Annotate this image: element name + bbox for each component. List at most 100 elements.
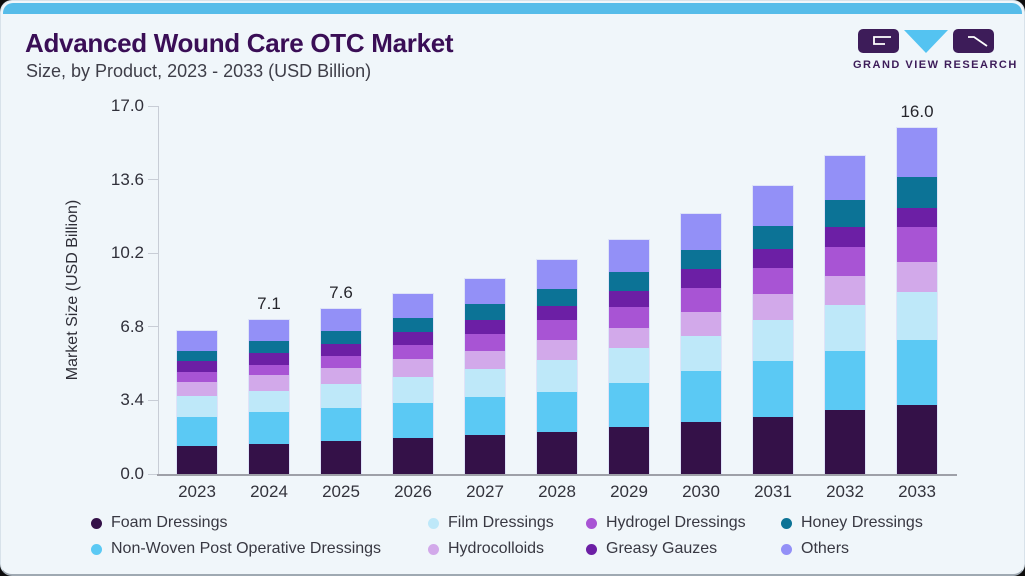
x-tick-label: 2032 bbox=[826, 482, 864, 501]
bar-segment bbox=[465, 320, 505, 335]
bar-segment bbox=[753, 186, 793, 227]
bar-segment bbox=[753, 294, 793, 321]
bar-segment bbox=[177, 350, 217, 362]
x-tick-label: 2033 bbox=[898, 482, 936, 501]
x-tick-label: 2029 bbox=[610, 482, 648, 501]
legend-item: Foam Dressings bbox=[91, 512, 227, 534]
logo-g-block-icon bbox=[858, 29, 899, 53]
bar-stack bbox=[680, 213, 722, 475]
y-tick-label: 13.6 bbox=[110, 169, 144, 189]
bar-segment bbox=[537, 391, 577, 432]
bar-segment bbox=[393, 376, 433, 403]
bar-segment bbox=[753, 268, 793, 295]
bar-segment bbox=[321, 367, 361, 385]
bar-segment bbox=[681, 371, 721, 422]
y-axis-title: Market Size (USD Billion) bbox=[64, 199, 81, 381]
bar-total-label: 7.1 bbox=[257, 294, 281, 314]
bar-segment bbox=[825, 305, 865, 351]
legend-label: Others bbox=[801, 540, 850, 557]
legend-dot-icon bbox=[91, 517, 102, 529]
brand-logo: GRAND VIEW RESEARCH bbox=[853, 29, 1018, 71]
legend-dot-icon bbox=[781, 543, 792, 555]
bar-segment bbox=[609, 307, 649, 328]
x-tick-label: 2028 bbox=[538, 482, 576, 501]
bar-stack bbox=[896, 126, 938, 475]
y-axis-line bbox=[158, 106, 159, 474]
bar-segment bbox=[897, 292, 937, 340]
bar-segment bbox=[609, 348, 649, 384]
bar-segment bbox=[393, 402, 433, 439]
x-tick-label: 2026 bbox=[394, 482, 432, 501]
legend-label: Greasy Gauzes bbox=[606, 540, 718, 557]
bar-stack bbox=[824, 154, 866, 475]
legend-dot-icon bbox=[428, 543, 439, 555]
bar-segment bbox=[249, 375, 289, 391]
bar-segment bbox=[465, 304, 505, 321]
bar-segment bbox=[681, 421, 721, 474]
x-tick-label: 2025 bbox=[322, 482, 360, 501]
y-tick bbox=[148, 105, 158, 107]
bar-segment bbox=[537, 320, 577, 340]
bar-segment bbox=[177, 381, 217, 397]
bar-segment bbox=[753, 320, 793, 362]
bar-segment bbox=[681, 287, 721, 312]
legend-label: Foam Dressings bbox=[111, 514, 228, 531]
bar-stack bbox=[320, 308, 362, 475]
bar-total-label: 7.6 bbox=[329, 283, 353, 303]
bar-segment bbox=[393, 345, 433, 360]
bar-segment bbox=[177, 361, 217, 373]
top-accent-bar bbox=[3, 3, 1022, 14]
bar-segment bbox=[249, 390, 289, 413]
legend-item: Honey Dressings bbox=[781, 512, 923, 534]
bar-segment bbox=[393, 332, 433, 346]
bar-segment bbox=[825, 200, 865, 228]
bar-segment bbox=[897, 339, 937, 405]
bar-segment bbox=[393, 359, 433, 377]
bar-segment bbox=[897, 261, 937, 293]
y-tick-label: 10.2 bbox=[110, 243, 144, 263]
bar-segment bbox=[321, 384, 361, 408]
legend-label: Hydrocolloids bbox=[448, 540, 545, 557]
bar-segment bbox=[609, 383, 649, 428]
bar-segment bbox=[177, 416, 217, 446]
bar-segment bbox=[321, 344, 361, 356]
x-tick-label: 2027 bbox=[466, 482, 504, 501]
bar-segment bbox=[465, 279, 505, 305]
bar-segment bbox=[393, 438, 433, 474]
x-tick-label: 2023 bbox=[178, 482, 216, 501]
y-tick-label: 17.0 bbox=[110, 96, 144, 115]
legend-dot-icon bbox=[428, 517, 439, 529]
bar-segment bbox=[177, 372, 217, 382]
bar-segment bbox=[609, 327, 649, 349]
bar-segment bbox=[321, 441, 361, 474]
bar-segment bbox=[609, 427, 649, 474]
bar-segment bbox=[249, 412, 289, 444]
bar-segment bbox=[177, 396, 217, 417]
x-tick-label: 2031 bbox=[754, 482, 792, 501]
bar-segment bbox=[249, 352, 289, 365]
bar-segment bbox=[753, 226, 793, 249]
y-tick-label: 0.0 bbox=[120, 464, 144, 483]
y-tick bbox=[148, 399, 158, 401]
bar-segment bbox=[897, 227, 937, 262]
bar-segment bbox=[681, 249, 721, 270]
page-subtitle: Size, by Product, 2023 - 2033 (USD Billi… bbox=[26, 61, 372, 81]
page-title: Advanced Wound Care OTC Market bbox=[25, 28, 454, 58]
logo-marks bbox=[853, 29, 999, 53]
bar-stack bbox=[176, 330, 218, 475]
bar-segment bbox=[321, 407, 361, 442]
bar-segment bbox=[753, 416, 793, 474]
bar-segment bbox=[825, 410, 865, 474]
legend-dot-icon bbox=[781, 517, 792, 529]
bar-stack bbox=[536, 258, 578, 475]
x-tick-label: 2024 bbox=[250, 482, 288, 501]
legend-label: Non-Woven Post Operative Dressings bbox=[111, 540, 382, 557]
bar-segment bbox=[537, 339, 577, 361]
bar-segment bbox=[393, 318, 433, 333]
legend-label: Hydrogel Dressings bbox=[606, 514, 746, 531]
bar-stack bbox=[392, 293, 434, 475]
bar-segment bbox=[177, 331, 217, 351]
x-tick-label: 2030 bbox=[682, 482, 720, 501]
brand-name: GRAND VIEW RESEARCH bbox=[853, 59, 1018, 71]
